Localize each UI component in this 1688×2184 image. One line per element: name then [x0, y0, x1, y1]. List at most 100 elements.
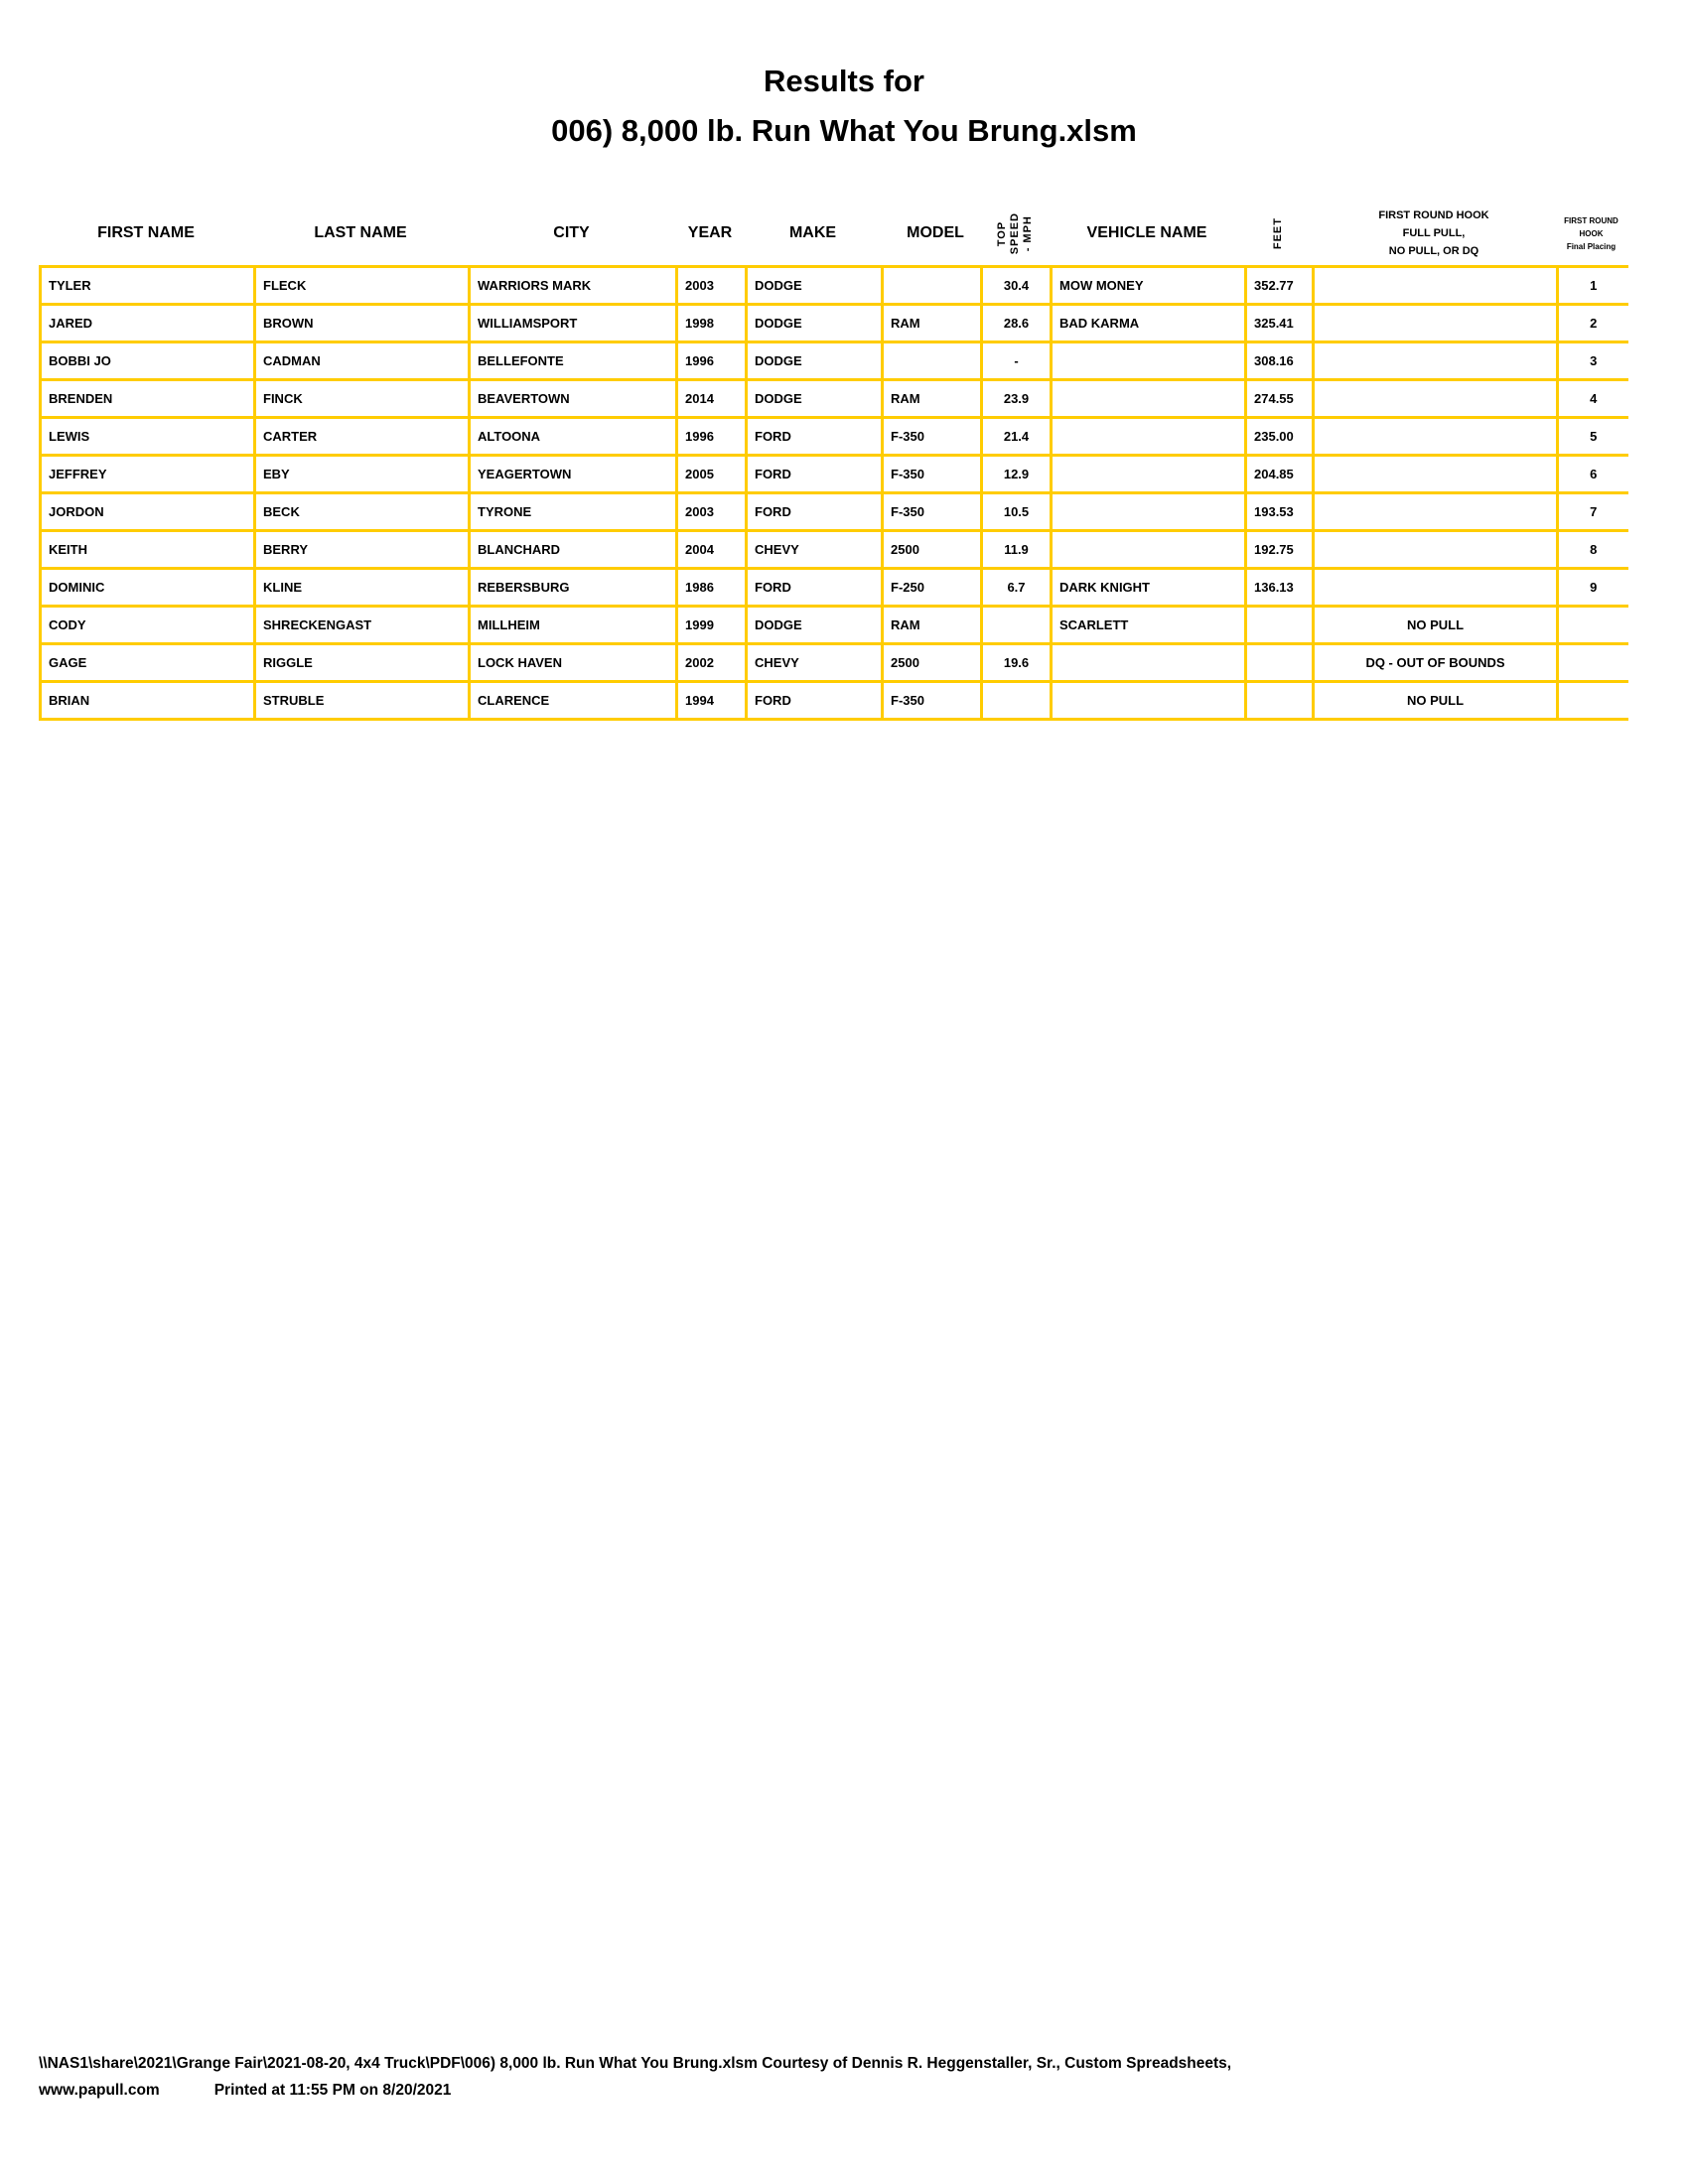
- header-year: YEAR: [687, 224, 733, 241]
- cell-feet: 204.85: [1244, 454, 1315, 494]
- cell-year: 1998: [675, 303, 748, 343]
- cell-first: BRIAN: [39, 680, 256, 721]
- cell-feet: [1244, 642, 1315, 683]
- cell-hook: [1312, 529, 1559, 570]
- cell-last: BECK: [253, 491, 471, 532]
- cell-feet: 352.77: [1244, 265, 1315, 306]
- cell-place: [1556, 642, 1628, 683]
- cell-vehicle: BAD KARMA: [1050, 303, 1247, 343]
- cell-model: F-350: [881, 680, 983, 721]
- cell-year: 1999: [675, 605, 748, 645]
- cell-year: 2005: [675, 454, 748, 494]
- cell-first: LEWIS: [39, 416, 256, 457]
- cell-year: 2004: [675, 529, 748, 570]
- cell-make: DODGE: [745, 605, 884, 645]
- cell-place: 8: [1556, 529, 1628, 570]
- table-row: JORDON BECK TYRONE 2003 FORD F-350 10.5 193.53 7: [39, 491, 1628, 532]
- table-row: GAGE RIGGLE LOCK HAVEN 2002 CHEVY 2500 19.6 DQ …: [39, 642, 1628, 683]
- cell-city: MILLHEIM: [468, 605, 678, 645]
- table-row: KEITH BERRY BLANCHARD 2004 CHEVY 2500 11.9 192.…: [39, 529, 1628, 570]
- footer-path: \\NAS1\share\2021\Grange Fair\2021-08-20…: [39, 2055, 1232, 2072]
- cell-year: 2014: [675, 378, 748, 419]
- cell-speed: 30.4: [980, 265, 1053, 306]
- cell-place: 3: [1556, 341, 1628, 381]
- cell-feet: 193.53: [1244, 491, 1315, 532]
- header-last-name: LAST NAME: [314, 224, 407, 241]
- cell-place: [1556, 605, 1628, 645]
- cell-year: 1994: [675, 680, 748, 721]
- cell-place: 2: [1556, 303, 1628, 343]
- cell-feet: [1244, 605, 1315, 645]
- cell-speed: -: [980, 341, 1053, 381]
- cell-city: YEAGERTOWN: [468, 454, 678, 494]
- cell-vehicle: [1050, 378, 1247, 419]
- cell-year: 2003: [675, 491, 748, 532]
- cell-make: CHEVY: [745, 529, 884, 570]
- table-row: DOMINIC KLINE REBERSBURG 1986 FORD F-250 6.7 DA…: [39, 567, 1628, 608]
- cell-last: STRUBLE: [253, 680, 471, 721]
- cell-vehicle: [1050, 454, 1247, 494]
- cell-speed: 23.9: [980, 378, 1053, 419]
- cell-place: 5: [1556, 416, 1628, 457]
- cell-feet: 136.13: [1244, 567, 1315, 608]
- cell-place: [1556, 680, 1628, 721]
- cell-model: F-350: [881, 416, 983, 457]
- header-top-speed-line2: SPEED: [1008, 211, 1021, 255]
- cell-hook: [1312, 265, 1559, 306]
- cell-first: DOMINIC: [39, 567, 256, 608]
- results-table: TYLER FLECK WARRIORS MARK 2003 DODGE 30.4 MOW …: [39, 265, 1628, 721]
- cell-make: DODGE: [745, 341, 884, 381]
- cell-vehicle: [1050, 529, 1247, 570]
- header-placing-line1: FIRST ROUND: [1564, 215, 1618, 225]
- cell-model: RAM: [881, 378, 983, 419]
- cell-feet: 235.00: [1244, 416, 1315, 457]
- cell-year: 2003: [675, 265, 748, 306]
- header-hook-line1: FIRST ROUND HOOK: [1378, 209, 1489, 221]
- cell-make: FORD: [745, 680, 884, 721]
- header-final-placing: FIRST ROUND HOOK Final Placing: [1556, 199, 1626, 268]
- table-row: TYLER FLECK WARRIORS MARK 2003 DODGE 30.4 MOW …: [39, 265, 1628, 306]
- cell-first: JORDON: [39, 491, 256, 532]
- cell-hook: NO PULL: [1312, 605, 1559, 645]
- cell-make: DODGE: [745, 303, 884, 343]
- header-top-speed-line3: - MPH: [1021, 214, 1034, 252]
- header-feet: FEET: [1244, 199, 1312, 268]
- cell-make: DODGE: [745, 265, 884, 306]
- table-row: CODY SHRECKENGAST MILLHEIM 1999 DODGE RAM SCAR…: [39, 605, 1628, 645]
- cell-vehicle: [1050, 642, 1247, 683]
- footer-printed: Printed at 11:55 PM on 8/20/2021: [213, 2082, 452, 2099]
- cell-feet: 192.75: [1244, 529, 1315, 570]
- cell-last: SHRECKENGAST: [253, 605, 471, 645]
- table-row: BRENDEN FINCK BEAVERTOWN 2014 DODGE RAM 23.9 27…: [39, 378, 1628, 419]
- cell-model: [881, 265, 983, 306]
- table-row: BOBBI JO CADMAN BELLEFONTE 1996 DODGE - 308.16…: [39, 341, 1628, 381]
- cell-hook: [1312, 378, 1559, 419]
- table-row: BRIAN STRUBLE CLARENCE 1994 FORD F-350 NO PULL: [39, 680, 1628, 721]
- cell-vehicle: [1050, 680, 1247, 721]
- page-title-line1: Results for: [764, 64, 924, 98]
- cell-model: 2500: [881, 529, 983, 570]
- header-vehicle-name: VEHICLE NAME: [1086, 224, 1207, 241]
- header-hook-line3: NO PULL, OR DQ: [1388, 245, 1479, 257]
- cell-vehicle: SCARLETT: [1050, 605, 1247, 645]
- cell-model: F-350: [881, 454, 983, 494]
- header-model: MODEL: [907, 224, 964, 241]
- cell-feet: 325.41: [1244, 303, 1315, 343]
- cell-first: TYLER: [39, 265, 256, 306]
- cell-speed: [980, 605, 1053, 645]
- cell-year: 2002: [675, 642, 748, 683]
- cell-last: EBY: [253, 454, 471, 494]
- cell-first: BOBBI JO: [39, 341, 256, 381]
- header-placing-line2: HOOK: [1579, 228, 1604, 238]
- cell-city: LOCK HAVEN: [468, 642, 678, 683]
- cell-make: DODGE: [745, 378, 884, 419]
- cell-speed: 6.7: [980, 567, 1053, 608]
- cell-hook: [1312, 341, 1559, 381]
- cell-make: FORD: [745, 454, 884, 494]
- cell-make: CHEVY: [745, 642, 884, 683]
- header-make: MAKE: [788, 224, 837, 241]
- cell-city: WARRIORS MARK: [468, 265, 678, 306]
- cell-vehicle: DARK KNIGHT: [1050, 567, 1247, 608]
- cell-vehicle: MOW MONEY: [1050, 265, 1247, 306]
- cell-place: 9: [1556, 567, 1628, 608]
